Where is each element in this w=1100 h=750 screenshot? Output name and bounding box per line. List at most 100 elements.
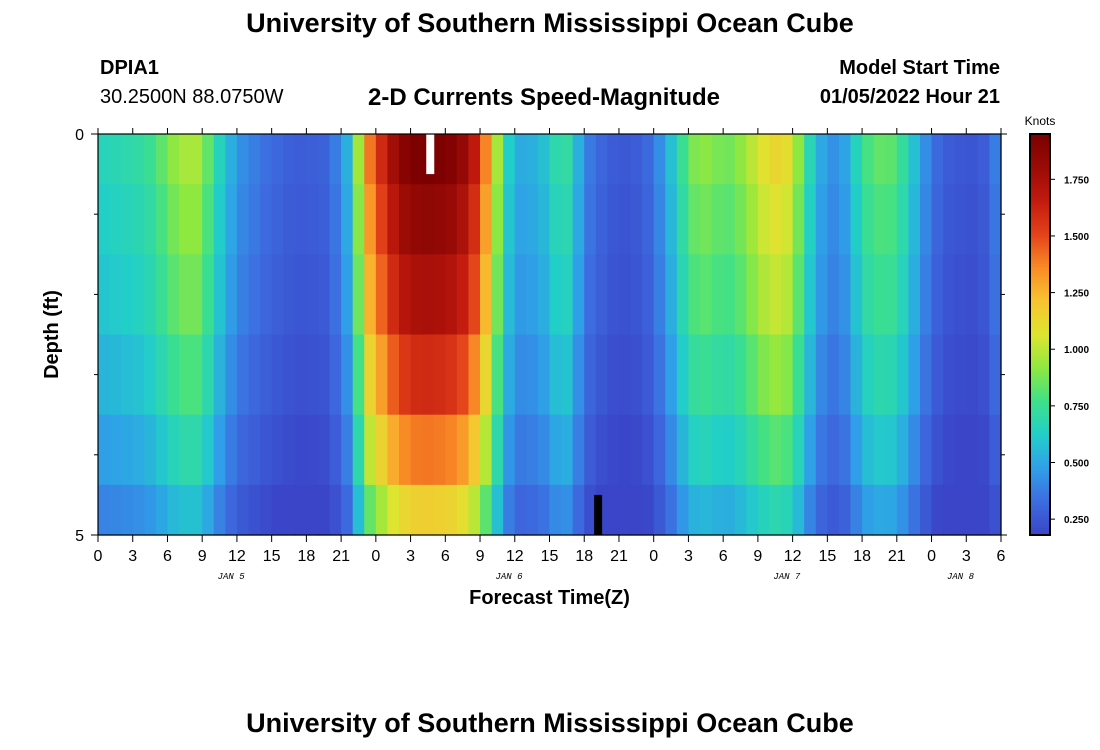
heatmap-cell <box>225 414 238 486</box>
heatmap-cell <box>688 414 701 486</box>
x-tick-label: 12 <box>228 548 246 565</box>
heatmap-cell <box>341 184 354 255</box>
heatmap-cell <box>653 134 666 185</box>
heatmap-cell <box>352 134 365 185</box>
x-tick-label: 18 <box>575 548 593 565</box>
heatmap-cell <box>908 134 921 185</box>
colorbar-tick-label: 0.250 <box>1064 515 1089 526</box>
heatmap-cell <box>919 414 933 486</box>
x-tick-label: 3 <box>962 548 971 565</box>
heatmap-cell <box>468 484 481 536</box>
heatmap-cell <box>283 484 296 536</box>
heatmap-cell <box>144 134 157 185</box>
heatmap-cell <box>676 484 690 536</box>
heatmap-cell <box>387 484 400 536</box>
heatmap-cell <box>931 184 944 255</box>
heatmap-cell <box>294 484 307 536</box>
heatmap-cell <box>734 184 747 255</box>
heatmap-cell <box>595 184 608 255</box>
heatmap-cell <box>595 254 608 336</box>
heatmap-cell <box>781 484 794 536</box>
heatmap-cell <box>109 334 122 416</box>
heatmap-cell <box>723 184 736 255</box>
heatmap-cell <box>769 484 782 536</box>
heatmap-cell <box>919 254 933 336</box>
colorbar-tick-label: 1.500 <box>1064 232 1089 243</box>
heatmap-cell <box>734 414 747 486</box>
heatmap-cell <box>375 414 389 486</box>
x-tick-label: 21 <box>610 548 628 565</box>
heatmap-cell <box>491 254 504 336</box>
heatmap-cell <box>549 334 562 416</box>
heatmap-cell <box>549 414 562 486</box>
heatmap-cell <box>862 414 875 486</box>
heatmap-cell <box>885 414 898 486</box>
heatmap-cell <box>838 334 852 416</box>
heatmap-cell <box>526 414 539 486</box>
heatmap-cell <box>155 184 169 255</box>
heatmap-cell <box>931 254 944 336</box>
heatmap-cell <box>549 184 562 255</box>
heatmap-cell <box>306 414 319 486</box>
heatmap-cell <box>121 414 134 486</box>
heatmap-cell <box>271 254 284 336</box>
y-axis-title: Depth (ft) <box>41 290 63 379</box>
heatmap-cell <box>873 134 886 185</box>
heatmap-cell <box>607 134 620 185</box>
heatmap-cell <box>954 254 967 336</box>
heatmap-cell <box>618 134 632 185</box>
heatmap-cell <box>422 334 435 416</box>
heatmap-cell <box>468 414 481 486</box>
heatmap-cell <box>190 184 203 255</box>
heatmap-cell <box>445 414 458 486</box>
heatmap-cell <box>225 134 238 185</box>
heatmap-cell <box>792 254 805 336</box>
heatmap-cell <box>514 184 527 255</box>
heatmap-cell <box>561 254 574 336</box>
heatmap-cell <box>468 334 481 416</box>
heatmap-cell <box>873 414 886 486</box>
heatmap-cell <box>480 254 493 336</box>
heatmap-cell <box>306 254 319 336</box>
heatmap-cell <box>815 184 828 255</box>
heatmap-cell <box>190 484 203 536</box>
heatmap-cell <box>503 184 516 255</box>
event-marker <box>594 494 603 535</box>
heatmap-cell <box>433 134 446 185</box>
heatmap-cell <box>329 134 342 185</box>
heatmap-cell <box>132 484 145 536</box>
heatmap-cell <box>283 414 296 486</box>
heatmap-cell <box>503 414 516 486</box>
heatmap-cell <box>642 414 655 486</box>
heatmap-cell <box>317 184 331 255</box>
heatmap-cell <box>966 134 979 185</box>
heatmap-cell <box>456 184 470 255</box>
heatmap-cell <box>445 254 458 336</box>
heatmap-cell <box>954 134 967 185</box>
heatmap-cell <box>595 134 608 185</box>
heatmap-cell <box>757 484 771 536</box>
x-tick-label: 6 <box>997 548 1006 565</box>
x-tick-label: 6 <box>163 548 172 565</box>
heatmap-cell <box>364 414 377 486</box>
heatmap-cell <box>144 414 157 486</box>
heatmap-cell <box>977 184 991 255</box>
heatmap-cell <box>618 414 632 486</box>
heatmap-cell <box>121 254 134 336</box>
heatmap-cell <box>572 254 585 336</box>
heatmap-cell <box>769 184 782 255</box>
heatmap-cell <box>445 134 458 185</box>
heatmap-cell <box>387 414 400 486</box>
heatmap-cell <box>607 254 620 336</box>
heatmap-cell <box>190 134 203 185</box>
date-label: JAN 8 <box>947 572 975 582</box>
heatmap-cell <box>503 484 516 536</box>
heatmap-cell <box>792 484 805 536</box>
heatmap-cell <box>364 134 377 185</box>
heatmap-cell <box>618 484 632 536</box>
heatmap-cell <box>977 484 991 536</box>
heatmap-cell <box>989 184 1002 255</box>
heatmap-cell <box>665 484 678 536</box>
heatmap-cell <box>132 414 145 486</box>
heatmap-cell <box>607 484 620 536</box>
